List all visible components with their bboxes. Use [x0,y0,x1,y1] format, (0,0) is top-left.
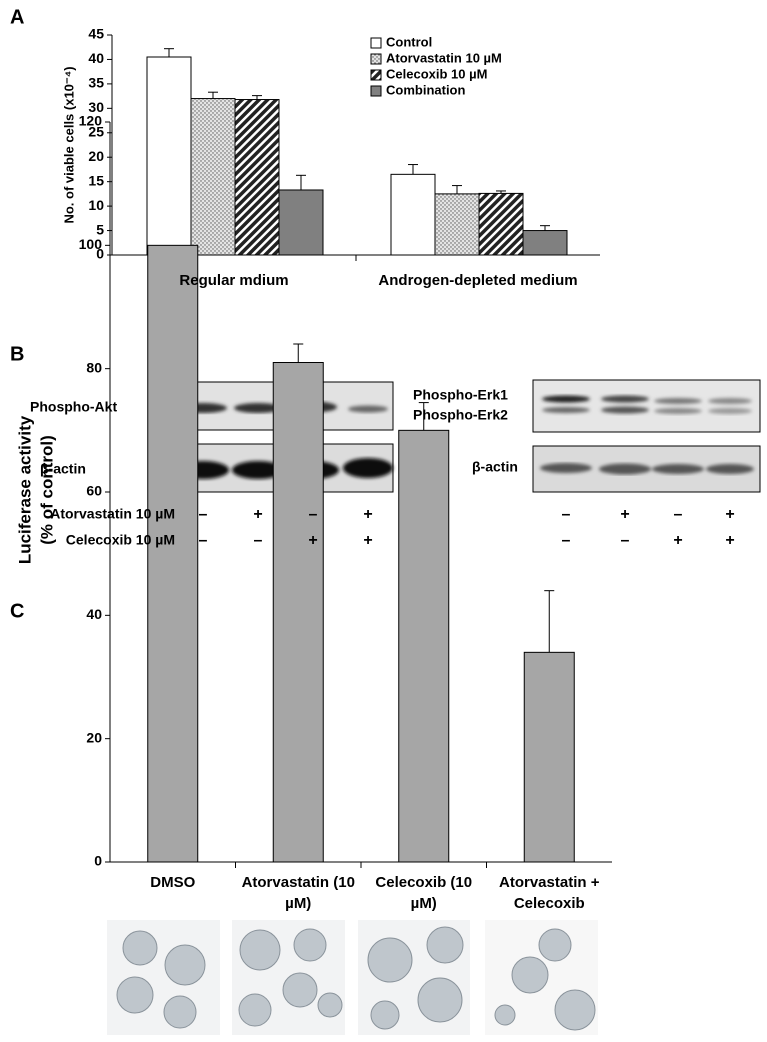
y-axis-label: Luciferase activity [15,415,34,564]
y-tick-label: 20 [86,729,102,745]
blot-label: Phospho-Akt [30,399,117,415]
treatment-sign: – [199,532,208,549]
x-tick-label: Atorvastatin (10 µM) [241,874,355,912]
blot-label: β-actin [40,461,86,477]
y-tick-label: 35 [88,75,104,91]
treatment-sign: + [673,532,682,549]
y-tick-label: 120 [79,113,103,129]
treatment-sign: – [621,532,630,549]
blot-label: Phospho-Erk2 [413,407,508,423]
x-tick-label: Androgen-depleted medium [378,272,578,289]
y-tick-label: 30 [88,99,104,115]
y-tick-label: 10 [88,197,104,213]
y-tick-label: 15 [88,172,104,188]
treatment-sign: – [254,532,263,549]
treatment-label: Atorvastatin 10 µM [50,506,175,522]
bar [522,230,568,256]
bar [390,173,436,256]
y-tick-label: 45 [88,26,104,42]
bar [147,244,199,863]
treatment-sign: + [363,506,372,523]
blot-label: Phospho-Erk1 [413,387,508,403]
legend-label: Celecoxib 10 µM [386,66,487,81]
x-tick-label: Regular mdium [179,272,289,289]
treatment-sign: – [562,506,571,523]
treatment-sign: + [253,506,262,523]
y-tick-label: 25 [88,123,104,139]
bar [234,99,280,256]
legend-label: Atorvastatin 10 µM [386,50,502,65]
treatment-label: Celecoxib 10 µM [66,532,175,548]
x-tick-label: Celecoxib (10 µM) [375,874,473,912]
treatment-sign: – [562,532,571,549]
treatment-sign: – [674,506,683,523]
y-axis-label: No. of viable cells (x10⁻⁴) [61,66,76,223]
treatment-sign: + [725,506,734,523]
panel-label: B [10,343,24,365]
x-tick-label: DMSO [150,874,196,891]
bar [523,651,575,863]
y-tick-label: 20 [88,148,104,164]
micrographs [107,920,598,1035]
y-tick-label: 60 [86,483,102,499]
treatment-sign: + [725,532,734,549]
y-tick-label: 40 [86,606,102,622]
y-tick-label: 5 [96,221,104,237]
legend-label: Control [386,34,432,49]
bar [478,192,524,256]
panel-label: A [10,6,24,28]
treatment-sign: – [199,506,208,523]
y-tick-label: 40 [88,50,104,66]
treatment-sign: + [620,506,629,523]
bar [278,189,324,256]
blot-label: β-actin [472,459,518,475]
y-tick-label: 80 [86,359,102,375]
y-axis-label: (% of control) [37,435,56,545]
bar [398,429,450,863]
legend-swatch [370,53,382,65]
treatment-sign: + [308,532,317,549]
treatment-sign: – [309,506,318,523]
y-tick-label: 0 [96,246,104,262]
legend-swatch [370,37,382,49]
legend-swatch [370,85,382,97]
x-tick-label: Atorvastatin + Celecoxib [499,874,600,912]
panel-label: C [10,600,24,622]
y-tick-label: 100 [79,236,103,252]
bar [434,193,480,256]
legend-label: Combination [386,82,465,97]
treatment-sign: + [363,532,372,549]
legend-swatch [370,69,382,81]
bar [272,362,324,863]
bar [190,98,236,256]
bar [146,56,192,256]
y-tick-label: 0 [94,853,102,869]
